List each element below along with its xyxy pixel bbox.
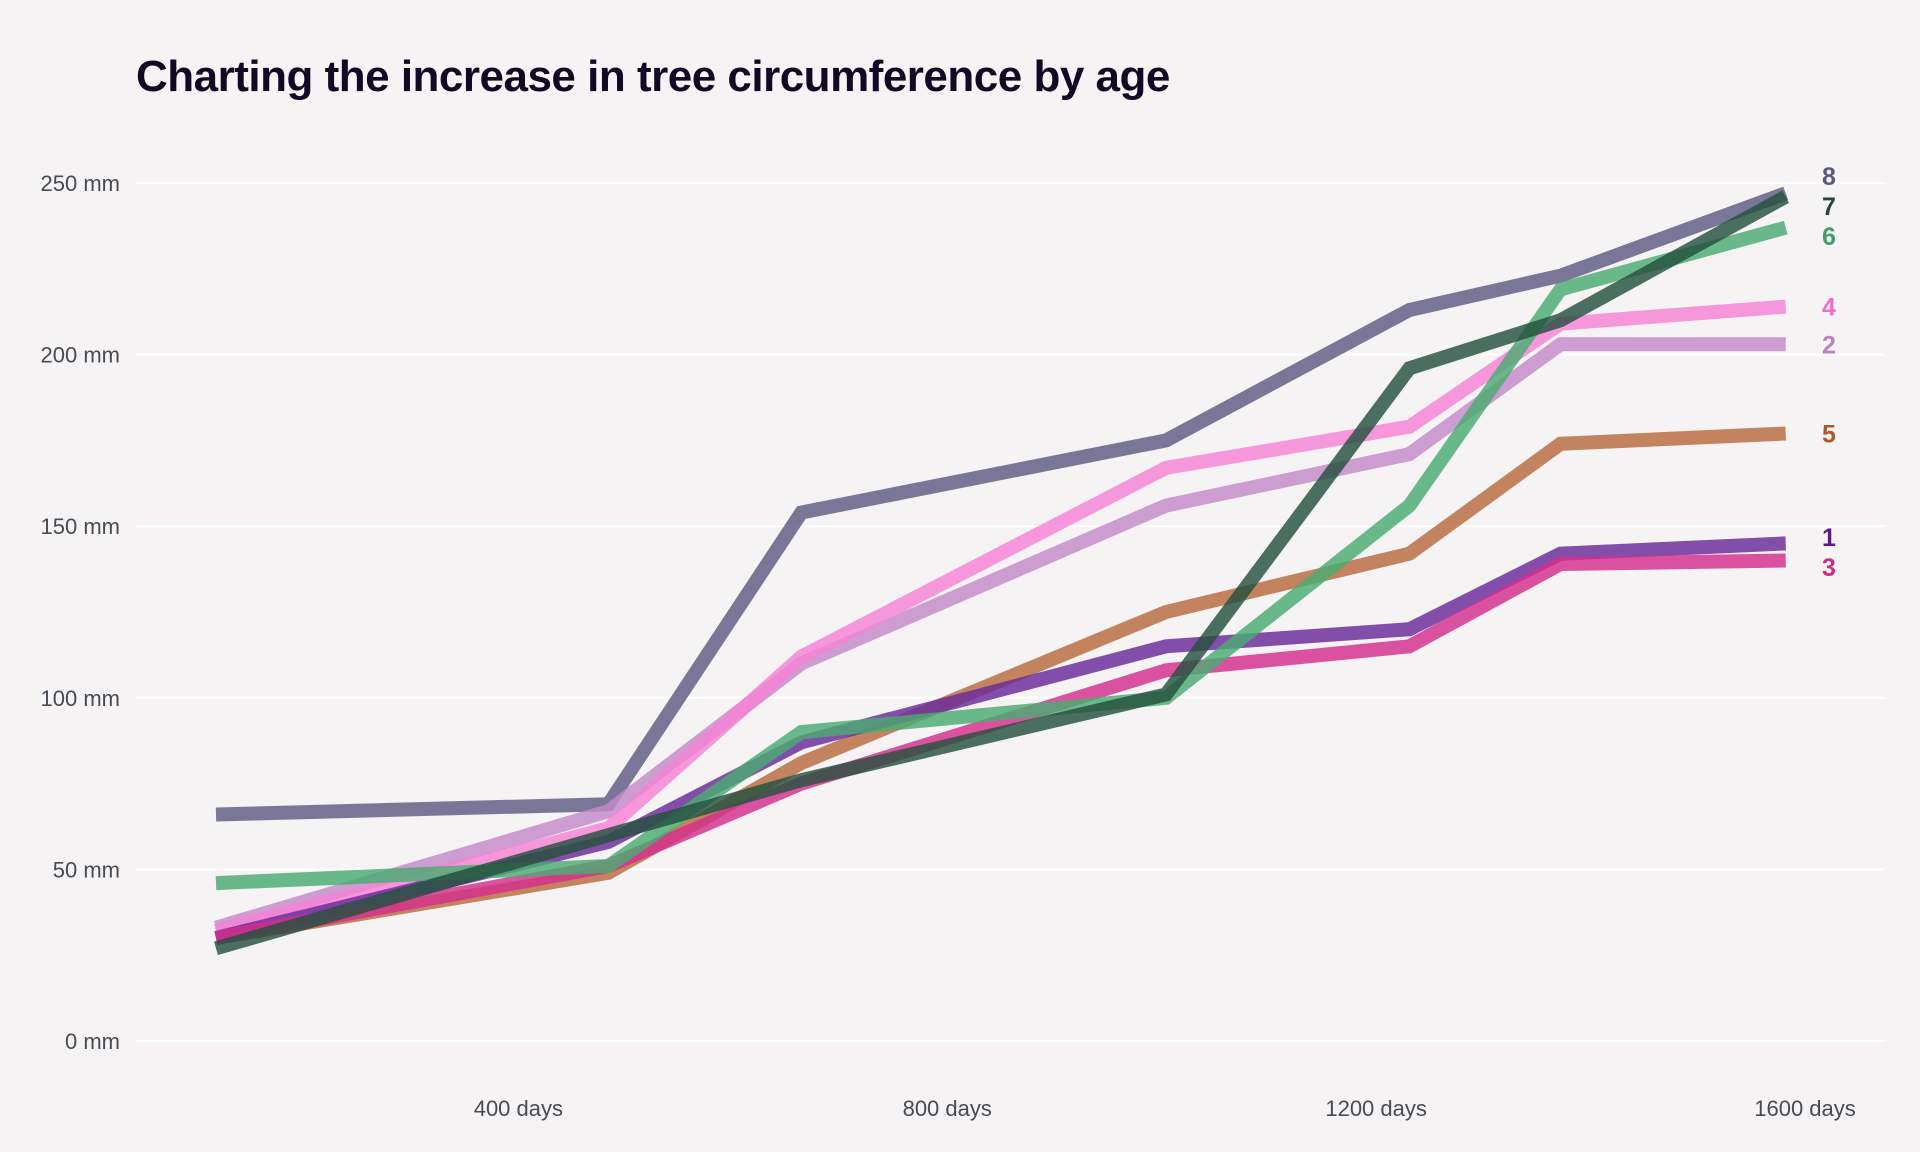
series-end-label-8: 8 (1822, 163, 1836, 191)
series-end-label-3: 3 (1822, 554, 1836, 582)
series-line-4 (214, 299, 1787, 938)
y-tick-label-250: 250 mm (41, 171, 120, 196)
chart-title: Charting the increase in tree circumfere… (136, 52, 1170, 101)
series-end-label-4: 4 (1822, 294, 1836, 322)
y-tick-label-100: 100 mm (41, 686, 120, 711)
x-axis-ticks: 400 days 800 days 1200 days 1600 days (474, 1096, 1856, 1121)
series-end-label-7: 7 (1822, 193, 1836, 221)
x-tick-label-800: 800 days (903, 1096, 992, 1121)
series-line-7 (214, 190, 1790, 956)
y-tick-label-50: 50 mm (53, 857, 120, 882)
series-end-label-5: 5 (1822, 421, 1836, 449)
series-end-label-1: 1 (1822, 524, 1836, 552)
y-tick-label-200: 200 mm (41, 343, 120, 368)
y-tick-label-0: 0 mm (65, 1029, 120, 1054)
series-end-label-2: 2 (1822, 331, 1836, 359)
series-end-label-6: 6 (1822, 223, 1836, 251)
x-tick-label-1200: 1200 days (1325, 1096, 1427, 1121)
x-tick-label-400: 400 days (474, 1096, 563, 1121)
y-axis-ticks: 0 mm 50 mm 100 mm 150 mm 200 mm 250 mm (41, 171, 120, 1054)
x-tick-label-1600: 1600 days (1754, 1096, 1856, 1121)
y-tick-label-150: 150 mm (41, 514, 120, 539)
series-labels: 876 4 2 5 13 (1822, 163, 1836, 582)
series-lines (214, 186, 1790, 956)
series-line-2 (214, 337, 1786, 935)
